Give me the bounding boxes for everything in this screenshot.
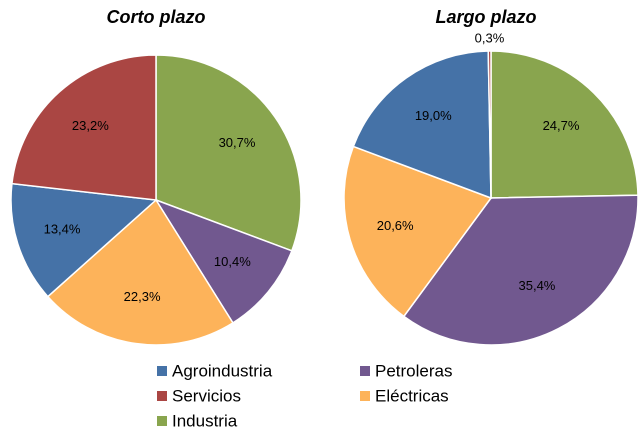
data-label: 20,6% [377, 218, 414, 233]
pie-slice [343, 145, 493, 318]
pie-slice [155, 54, 302, 252]
legend-label: Agroindustria [172, 361, 273, 380]
data-label: 22,3% [124, 289, 161, 304]
pie-slice [154, 198, 293, 324]
chart-title: Corto plazo [107, 7, 206, 27]
legend-label: Eléctricas [375, 386, 449, 405]
data-label: 24,7% [543, 118, 580, 133]
pie-slice [402, 194, 638, 346]
pie-slice [352, 50, 492, 200]
legend-label: Petroleras [375, 361, 452, 380]
data-label: 19,0% [415, 108, 452, 123]
legend-swatch [157, 366, 167, 376]
chart-title: Largo plazo [435, 7, 536, 27]
data-label: 35,4% [519, 278, 556, 293]
legend-swatch [360, 391, 370, 401]
data-label: 0,3% [475, 30, 505, 45]
data-label: 23,2% [72, 118, 109, 133]
pie-slice [487, 50, 492, 199]
legend-label: Servicios [172, 386, 241, 405]
data-label: 13,4% [44, 221, 81, 236]
pie-slice [11, 54, 157, 201]
legend-swatch [360, 366, 370, 376]
data-label: 10,4% [214, 254, 251, 269]
pie-slice [10, 182, 158, 298]
pie-slice [490, 50, 638, 199]
legend-swatch [157, 391, 167, 401]
legend-swatch [157, 416, 167, 426]
pie-slice [46, 198, 234, 346]
data-label: 30,7% [219, 135, 256, 150]
legend-label: Industria [172, 411, 238, 430]
